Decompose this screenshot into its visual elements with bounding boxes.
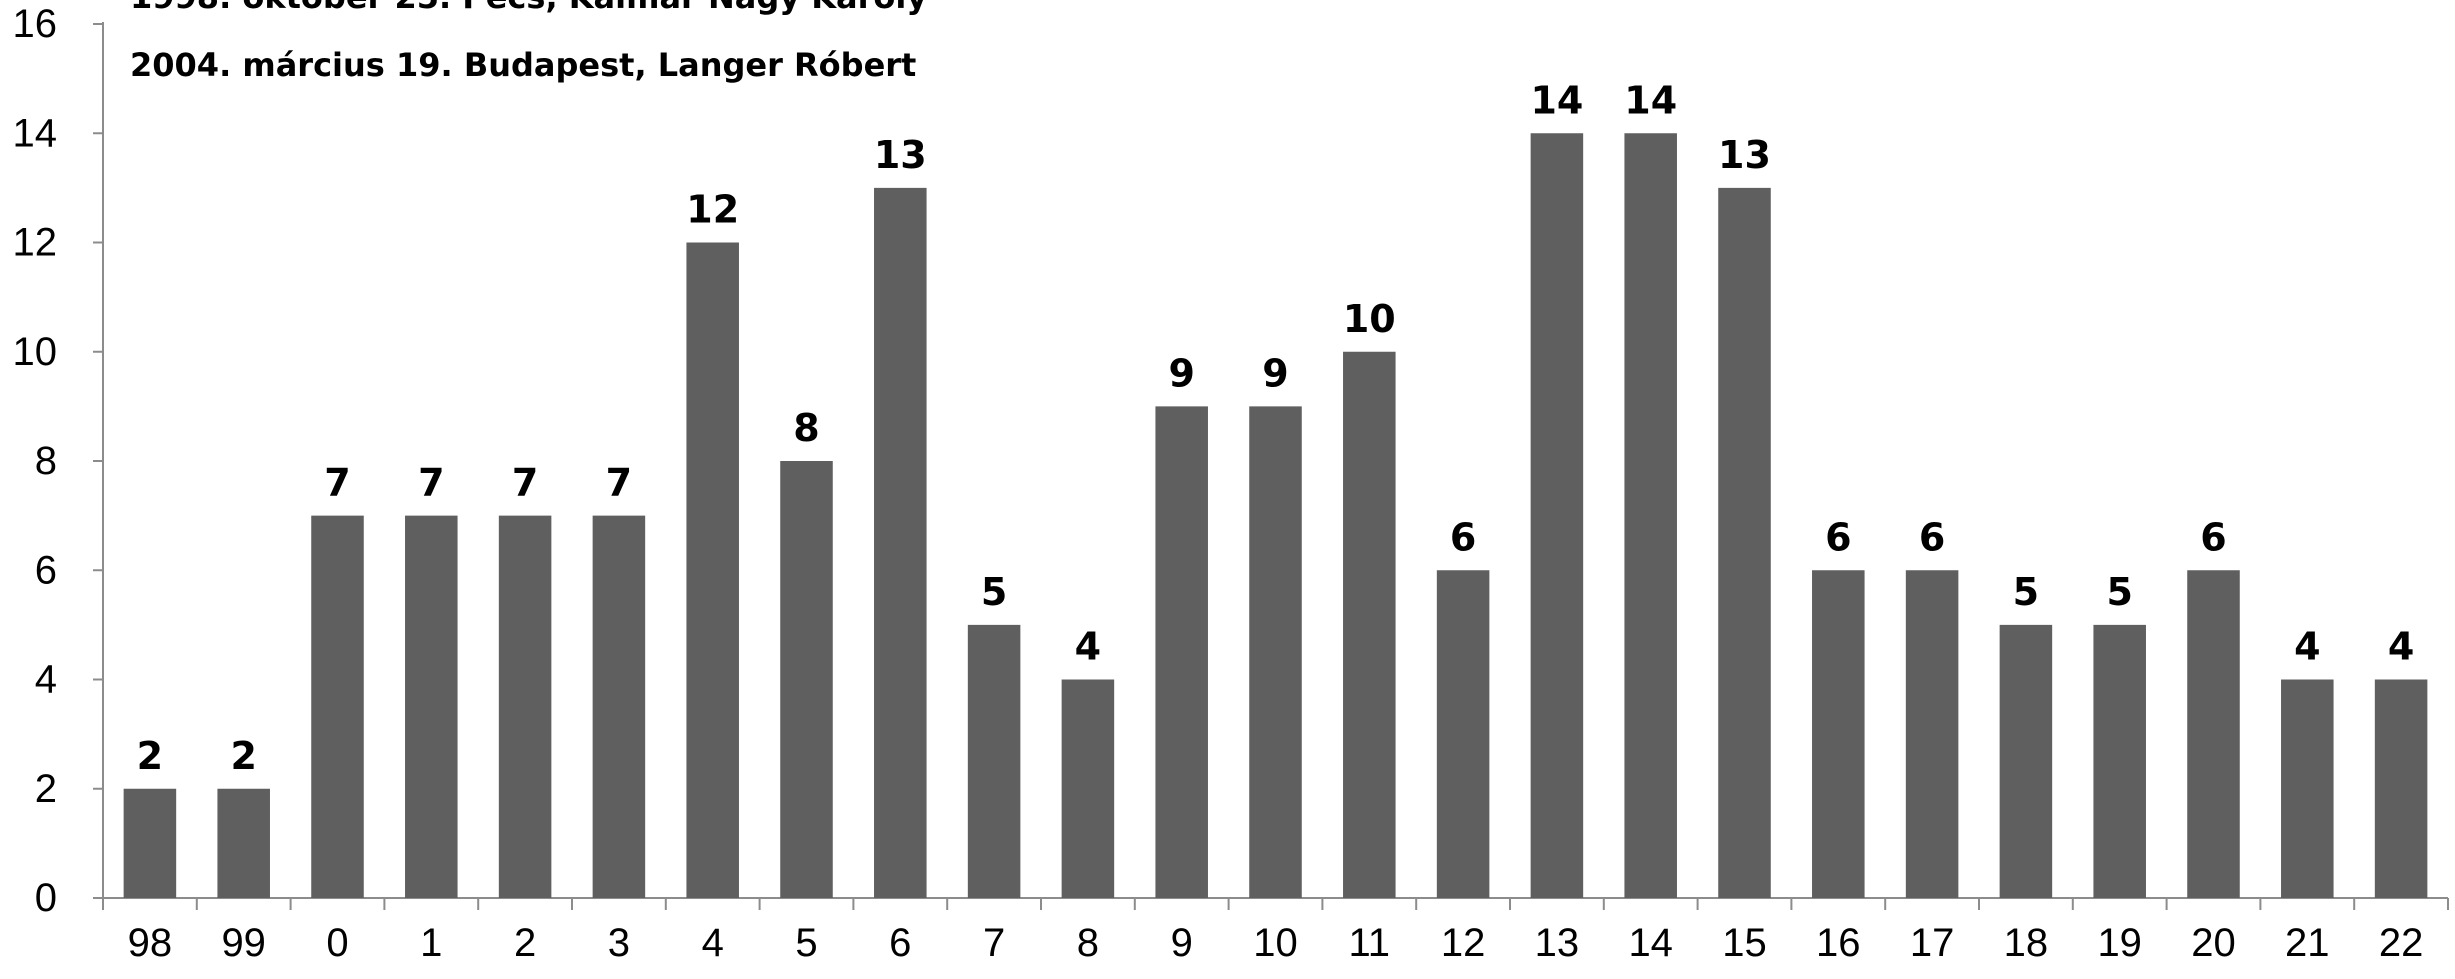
data-label: 12 [686,188,739,232]
x-tick-label: 98 [128,921,173,965]
x-tick-label: 5 [795,921,817,965]
bar [123,788,177,898]
y-tick-label: 14 [13,111,58,155]
bar [2281,679,2334,898]
bar [1436,570,1490,898]
bar [1155,406,1208,898]
x-tick-label: 10 [1253,921,1298,965]
bar [2187,570,2240,898]
data-label: 6 [2200,515,2226,559]
x-tick-label: 17 [1910,921,1955,965]
data-label: 7 [324,461,350,505]
x-tick-label: 8 [1077,921,1099,965]
y-tick-label: 12 [13,221,58,265]
x-tick-label: 14 [1628,921,1673,965]
data-label: 6 [1919,515,1945,559]
data-label: 7 [512,461,538,505]
bar [967,624,1021,898]
y-tick-label: 16 [13,2,58,46]
x-tick-label: 2 [514,921,536,965]
bar [2374,679,2428,898]
x-tick-label: 4 [702,921,724,965]
bar [874,187,927,898]
bar [1999,624,2053,898]
bar [217,788,270,898]
bar [1812,570,1865,898]
data-label: 2 [230,734,256,778]
data-label: 4 [2388,625,2414,669]
axis-layer: 0 2 4 6 8 10 12 14 16 [13,2,2449,920]
y-tick-label: 8 [35,439,57,483]
data-label: 9 [1168,351,1194,395]
y-tick-label: 6 [35,548,57,592]
data-label: 4 [1075,625,1101,669]
data-label: 2 [137,734,163,778]
y-tick-label: 0 [35,876,57,920]
bar [1061,679,1115,898]
bar [498,515,552,898]
annotation-layer: 1998. október 25. Pécs, Kalmár Nagy Káro… [130,0,927,84]
data-label: 13 [874,133,927,177]
y-tick-label: 4 [35,658,57,702]
bar [686,242,739,898]
y-tick-label: 2 [35,767,57,811]
bar [1343,351,1396,898]
bar-layer [123,133,2428,898]
bar [1624,133,1677,898]
data-label: 6 [1825,515,1851,559]
bar [1905,570,1959,898]
data-label: 5 [2013,570,2039,614]
x-tick-label: 13 [1535,921,1580,965]
data-label: 9 [1262,351,1288,395]
x-tick-label: 21 [2285,921,2330,965]
x-tick-label: 19 [2097,921,2142,965]
x-tick-label: 11 [1349,921,1391,965]
bar [311,515,364,898]
bar [592,515,646,898]
data-label: 13 [1718,133,1771,177]
bar [1249,406,1302,898]
data-label: 8 [793,406,819,450]
data-label: 6 [1450,515,1476,559]
x-tick-label: 9 [1171,921,1193,965]
x-tick-label: 18 [2004,921,2049,965]
data-label: 5 [981,570,1007,614]
data-label: 4 [2294,625,2320,669]
bar [405,515,458,898]
bar [1530,133,1584,898]
x-tick-label: 7 [983,921,1005,965]
annotation-2: 2004. március 19. Budapest, Langer Róber… [130,46,916,84]
data-label: 10 [1343,297,1396,341]
x-tick-label: 3 [608,921,630,965]
bar [1718,187,1771,898]
x-tick-label: 6 [889,921,911,965]
annotation-1: 1998. október 25. Pécs, Kalmár Nagy Káro… [130,0,927,16]
x-tick-label: 15 [1722,921,1767,965]
data-label: 5 [2106,570,2132,614]
x-tick-label: 12 [1441,921,1486,965]
data-label: 7 [606,461,632,505]
bar [2093,624,2146,898]
y-tick-label: 10 [13,330,58,374]
x-tick-label: 16 [1816,921,1861,965]
x-tick-label: 0 [326,921,348,965]
data-label: 7 [418,461,444,505]
data-label: 14 [1624,78,1677,122]
data-label: 14 [1530,78,1583,122]
bar [780,461,833,898]
x-tick-label: 99 [221,921,266,965]
data-label-layer: 9829920717273741258613758499109111012613… [128,78,2424,965]
x-tick-label: 20 [2191,921,2236,965]
x-tick-label: 22 [2379,921,2424,965]
x-tick-label: 1 [420,921,442,965]
